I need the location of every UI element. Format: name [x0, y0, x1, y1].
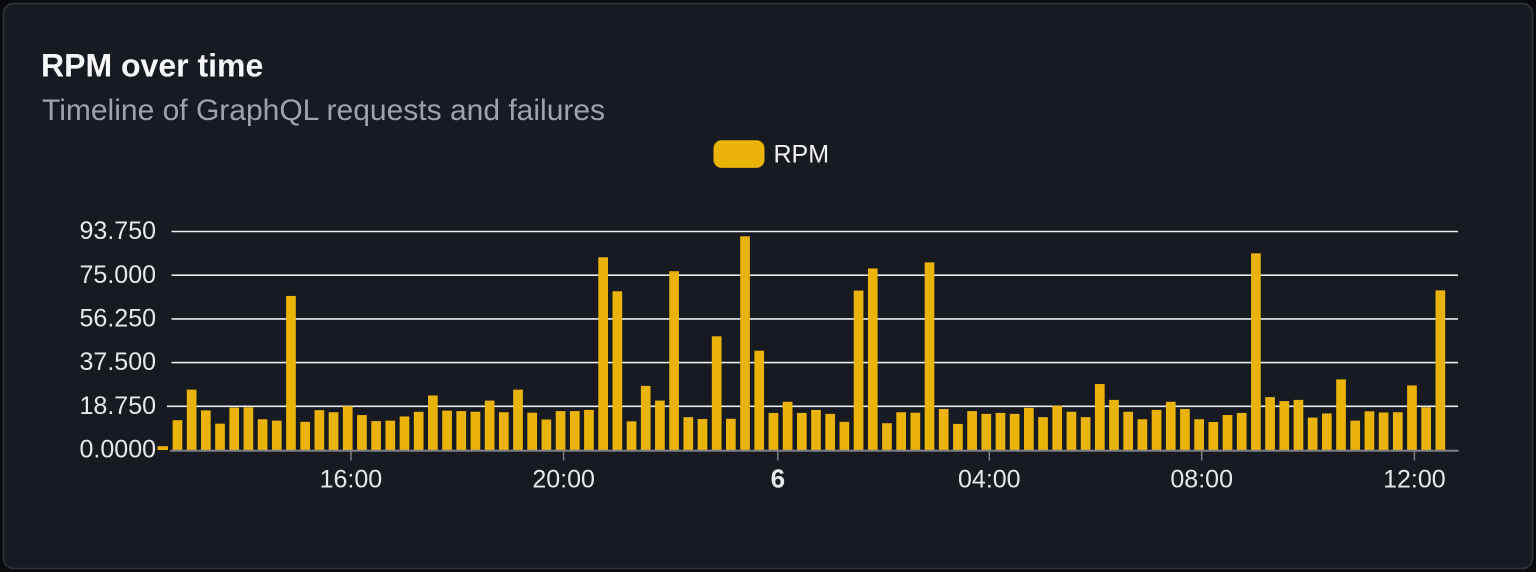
svg-text:93.750: 93.750: [80, 217, 156, 245]
svg-text:0.0000: 0.0000: [80, 436, 156, 464]
svg-text:08:00: 08:00: [1170, 466, 1233, 494]
svg-text:RPM over time: RPM over time: [41, 48, 263, 84]
svg-text:6: 6: [771, 464, 785, 494]
svg-text:18.750: 18.750: [80, 392, 156, 420]
svg-text:RPM: RPM: [774, 141, 830, 169]
svg-text:Timeline of GraphQL requests a: Timeline of GraphQL requests and failure…: [42, 94, 605, 127]
svg-text:37.500: 37.500: [80, 348, 156, 376]
svg-text:16:00: 16:00: [320, 466, 383, 494]
svg-text:56.250: 56.250: [80, 305, 156, 333]
svg-text:04:00: 04:00: [958, 466, 1021, 494]
svg-text:20:00: 20:00: [532, 466, 595, 494]
svg-text:12:00: 12:00: [1383, 466, 1446, 494]
svg-text:75.000: 75.000: [80, 261, 156, 289]
